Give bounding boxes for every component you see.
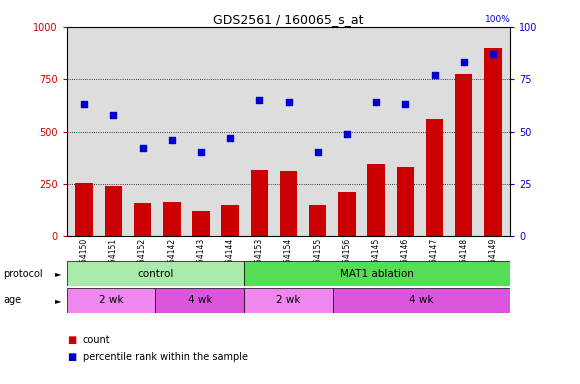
Bar <box>244 261 510 286</box>
Point <box>430 72 439 78</box>
Bar <box>426 119 443 236</box>
Text: 100%: 100% <box>484 15 510 24</box>
Bar <box>309 205 327 236</box>
Bar <box>75 183 93 236</box>
Point <box>79 101 89 108</box>
Text: 4 wk: 4 wk <box>409 295 434 306</box>
Bar <box>244 288 333 313</box>
Point <box>197 149 206 156</box>
Point <box>371 99 380 105</box>
Bar <box>280 171 298 236</box>
Bar <box>455 74 473 236</box>
Text: MAT1 ablation: MAT1 ablation <box>340 268 414 279</box>
Text: ■: ■ <box>67 352 76 362</box>
Text: age: age <box>3 295 21 306</box>
Point <box>459 60 468 66</box>
Bar <box>222 205 239 236</box>
Bar <box>67 261 244 286</box>
Bar <box>251 170 268 236</box>
Text: count: count <box>83 335 111 345</box>
Text: protocol: protocol <box>3 268 42 279</box>
Bar <box>484 48 502 236</box>
Text: 2 wk: 2 wk <box>99 295 124 306</box>
Title: GDS2561 / 160065_s_at: GDS2561 / 160065_s_at <box>213 13 364 26</box>
Point <box>313 149 322 156</box>
Point <box>226 135 235 141</box>
Bar <box>367 164 385 236</box>
Bar <box>104 186 122 236</box>
Text: 4 wk: 4 wk <box>187 295 212 306</box>
Text: 2 wk: 2 wk <box>276 295 301 306</box>
Bar <box>397 167 414 236</box>
Bar <box>192 211 210 236</box>
Point <box>284 99 293 105</box>
Point <box>401 101 410 108</box>
Bar <box>338 192 356 236</box>
Point <box>488 51 498 57</box>
Bar <box>163 202 180 236</box>
Point <box>255 97 264 103</box>
Bar <box>333 288 510 313</box>
Bar <box>155 288 244 313</box>
Point <box>167 137 176 143</box>
Text: ►: ► <box>55 296 61 305</box>
Point <box>138 145 147 151</box>
Bar <box>67 288 155 313</box>
Point <box>109 112 118 118</box>
Text: ■: ■ <box>67 335 76 345</box>
Text: control: control <box>137 268 173 279</box>
Text: ►: ► <box>55 269 61 278</box>
Point <box>342 131 351 137</box>
Bar <box>134 203 151 236</box>
Text: percentile rank within the sample: percentile rank within the sample <box>83 352 248 362</box>
